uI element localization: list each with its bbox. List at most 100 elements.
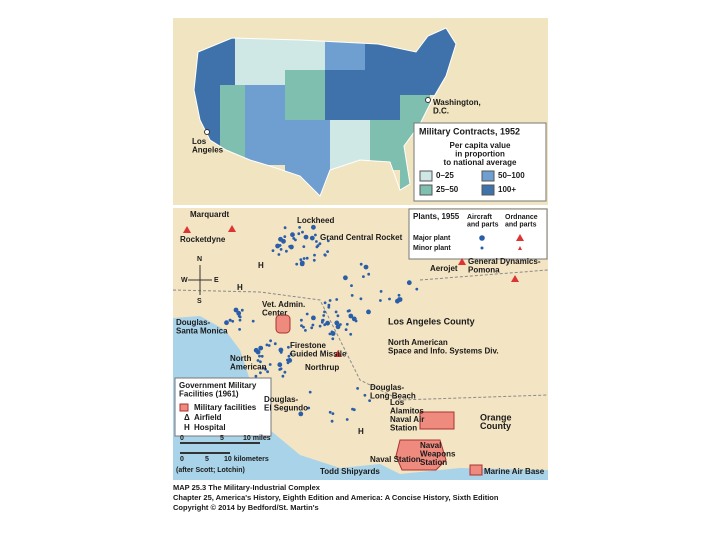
plant-dot [256,359,260,362]
plant-dot [362,275,365,278]
plant-dot [323,310,326,314]
place-label: Northrup [305,363,339,372]
plant-dot [265,343,269,347]
scale-label: 5 [205,456,209,463]
legend-label: 25–50 [436,185,459,194]
plant-dot [322,314,326,317]
plant-dot [299,258,303,261]
plant-dot [325,320,330,326]
plant-dot [266,370,269,374]
plant-dot [285,249,288,253]
plant-dot [330,331,336,336]
compass-letter: N [197,256,202,263]
plant-dot [281,238,286,244]
plant-dot [327,305,331,309]
plant-dot [290,232,295,238]
plant-dot [283,235,287,239]
compass-letter: S [197,298,202,305]
plant-dot [302,325,305,329]
plant-dot [302,257,306,260]
facilities-legend-box [174,377,272,437]
airfield-symbol: Δ [184,413,190,422]
plant-dot [287,345,290,349]
ordnance-plant [511,275,519,282]
plant-dot [283,226,287,230]
place-label: Lockheed [297,216,334,225]
place-label: Los Angeles County [388,316,475,326]
legend-label: Aircraft [467,214,493,221]
scale-label: 0 [180,456,184,463]
military-facility [395,439,447,471]
hospital-symbol: H [237,283,243,292]
plant-dot [395,298,400,304]
place-label: Marquardt [190,210,229,219]
place-label: Grand Central Rocket [320,233,403,242]
plant-dot [328,299,332,302]
plant-dot [350,284,353,287]
legend-subtitle: in proportion [455,150,505,159]
plant-dot [311,224,316,230]
place-label: Naval [420,441,441,450]
state [245,85,285,165]
caption-line: Chapter 25, America's History, Eighth Ed… [173,493,499,502]
place-label: Station [390,424,417,433]
plant-dot [335,324,341,330]
plant-dot [233,307,239,313]
plant-dot [356,387,359,390]
place-label: Weapons [420,450,456,459]
plant-dot [363,264,369,270]
ordnance-plant [458,258,466,265]
source-note: (after Scott; Lotchin) [176,467,245,474]
plant-dot [323,301,327,305]
place-label: Douglas- [370,383,405,392]
military-facility [275,314,291,334]
plant-dot [309,235,315,241]
city-label: Los [192,137,207,146]
legend-label: Military facilities [194,403,257,412]
place-label: Space and Info. Systems Div. [388,347,499,356]
hospital-symbol: H [184,423,190,432]
scale-label: 5 [220,435,224,442]
plant-dot [326,239,330,243]
plant-dot [345,322,349,326]
plant-dot [292,237,296,240]
plant-dot [320,320,324,324]
scale-label: 10 miles [243,435,271,442]
plant-dot [348,313,354,319]
plant-dot [287,354,291,358]
plant-dot [349,332,353,336]
plant-dot [275,243,280,249]
hospital-symbol: H [258,261,264,270]
place-label: Alamitos [390,407,424,416]
plant-dot [269,339,272,343]
plant-dot [363,393,367,397]
plant-dot [326,250,329,254]
plant-dot [336,314,340,318]
plant-dot [224,320,229,326]
plant-dot [311,323,315,327]
plant-dot [273,342,277,346]
place-label: Aerojet [430,264,458,273]
legend-label: Airfield [194,413,222,422]
place-label: Guided Missile [290,350,347,359]
legend-triangle [518,246,522,250]
plant-dot [301,230,304,234]
military-facility [419,411,455,430]
plant-dots [224,224,419,423]
legend-label: and parts [505,221,537,228]
place-label: El Segundo [264,404,308,413]
legend-swatch [481,184,495,196]
place-label: American [230,363,267,372]
plant-dot [303,234,309,240]
plant-dot [331,412,335,415]
plant-dot [302,245,306,249]
plant-dot [279,248,283,251]
plant-dot [254,374,258,378]
plant-dot [264,367,267,371]
city-marker [425,97,431,103]
plant-dot [328,332,332,336]
place-label: Rocketdyne [180,235,226,244]
legend-label: 100+ [498,185,516,194]
place-label: Douglas- [264,395,299,404]
